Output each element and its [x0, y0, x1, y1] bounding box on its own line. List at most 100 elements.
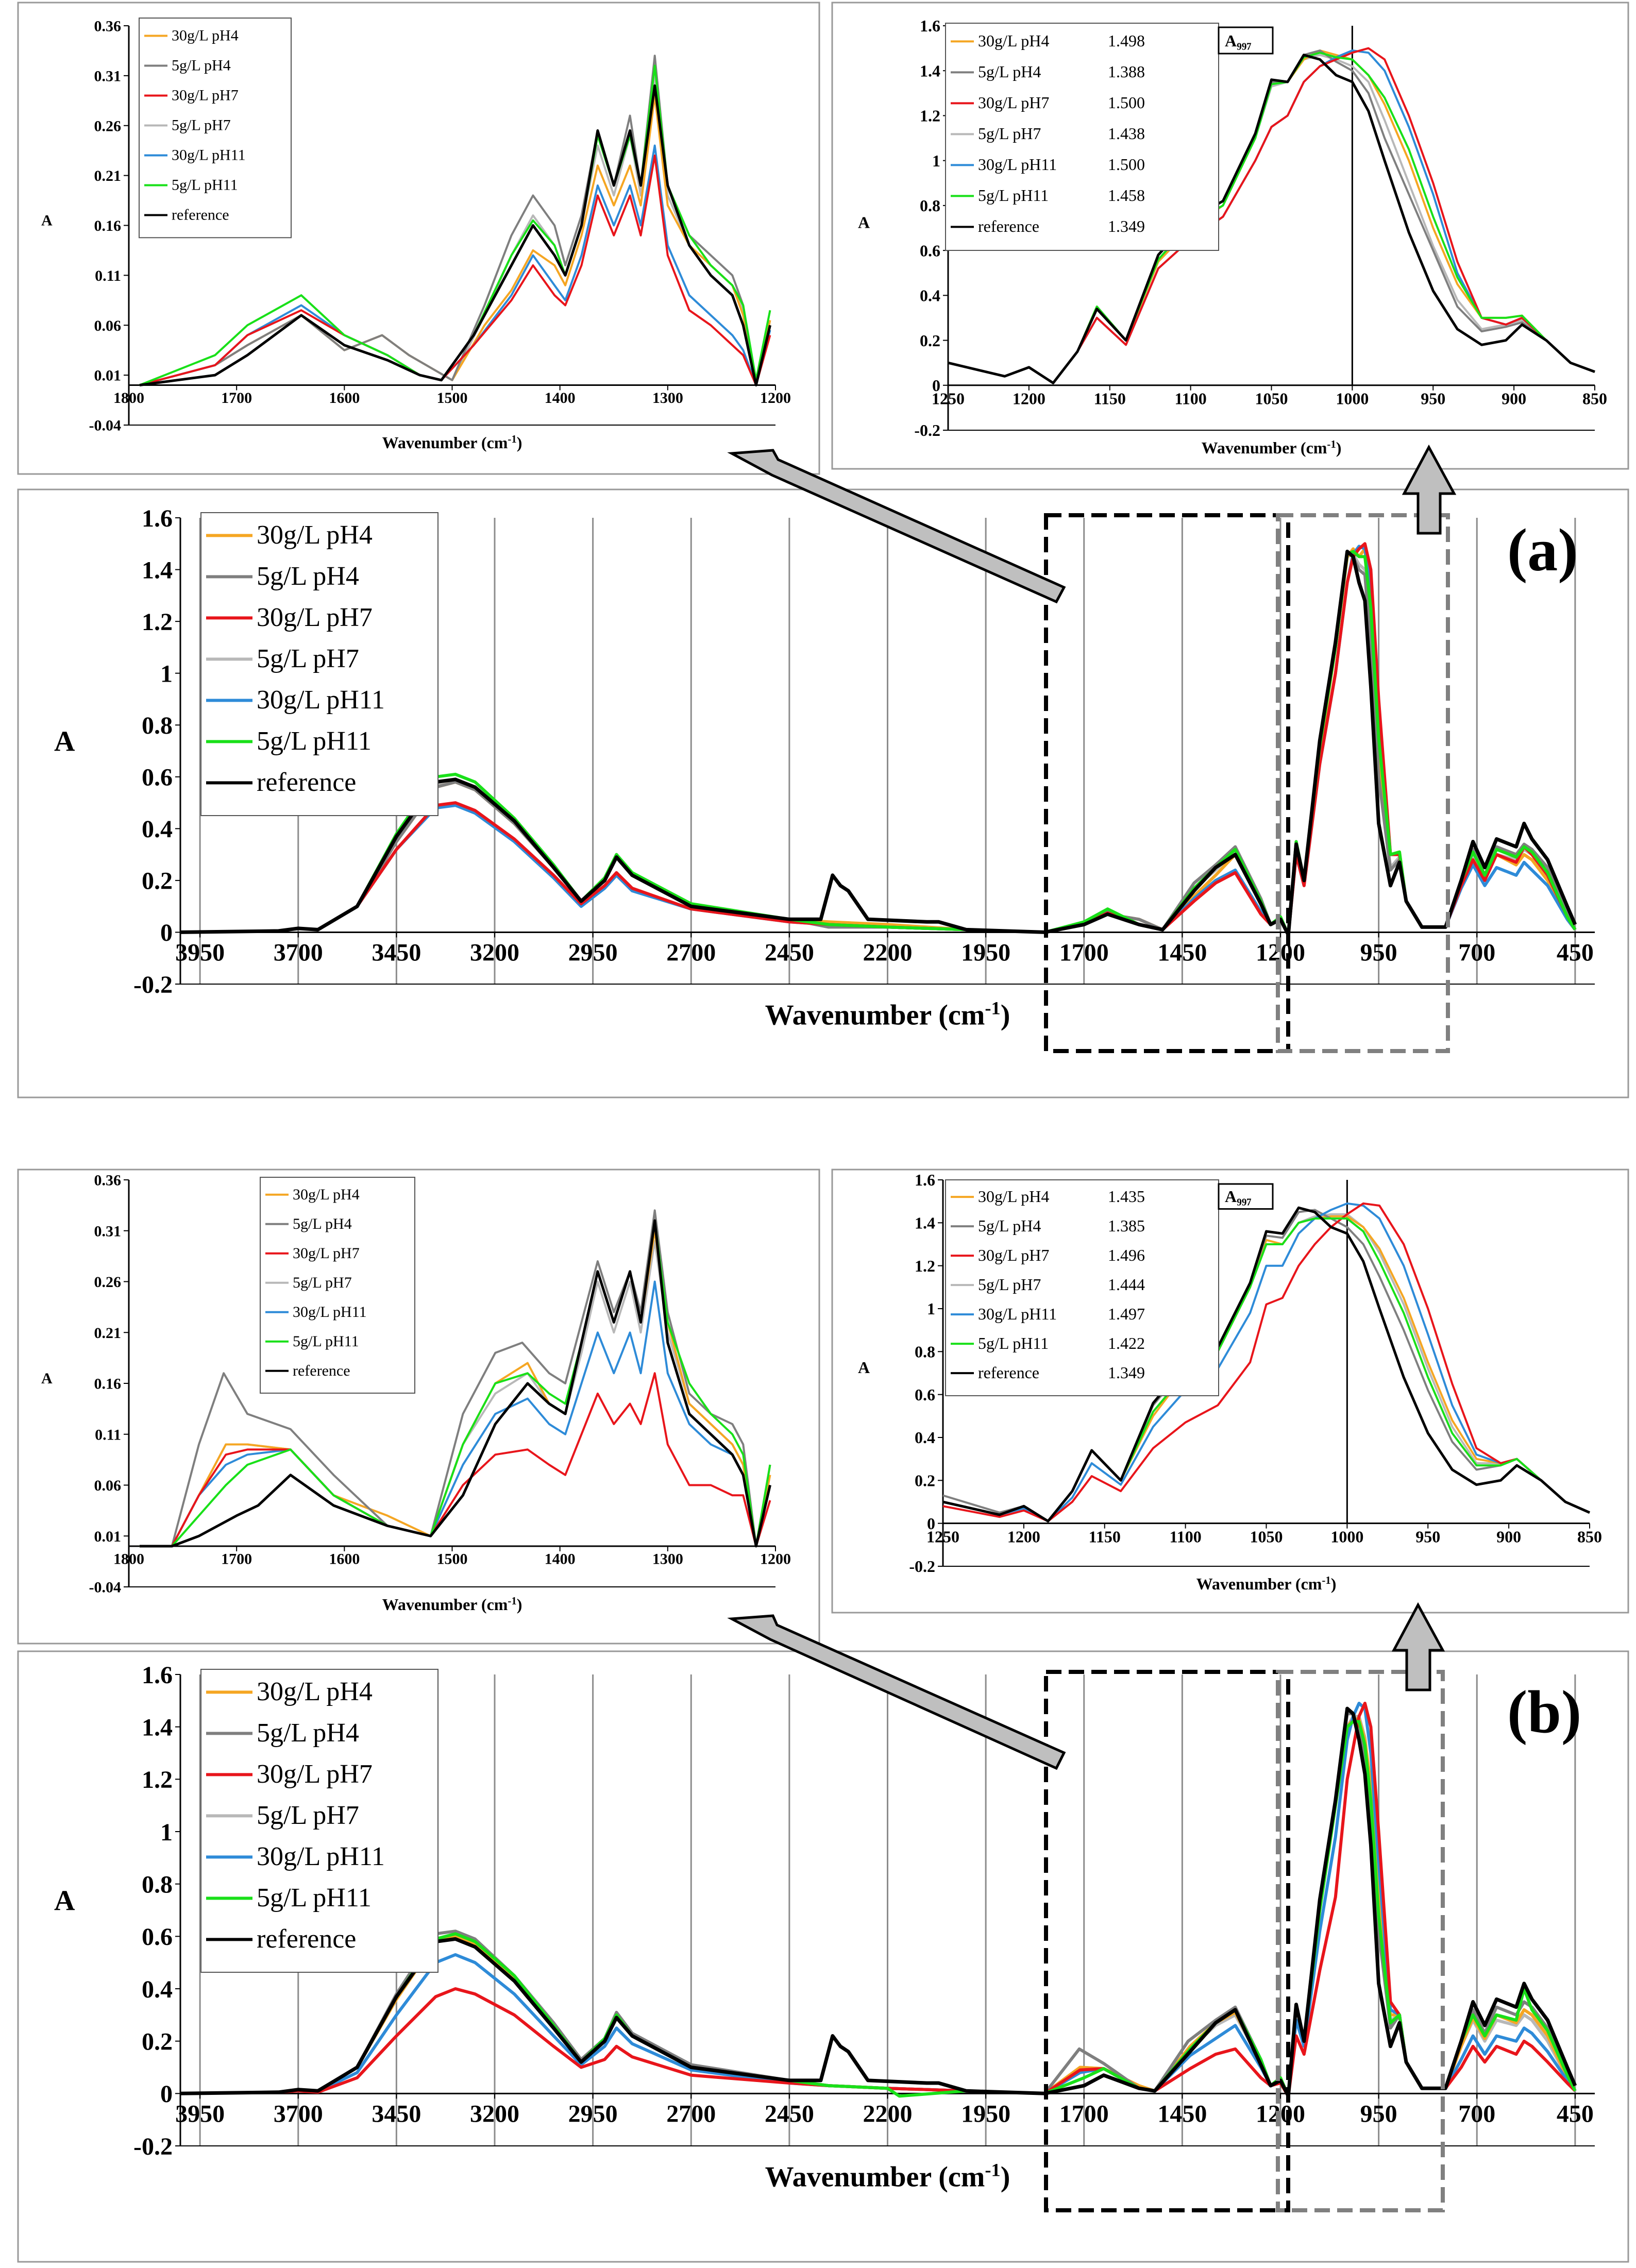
x-tick-label: 2700 [666, 939, 716, 967]
y-tick-label: 0.4 [142, 816, 173, 843]
legend-value: 1.385 [1108, 1216, 1145, 1235]
x-tick-label: 3950 [175, 2101, 225, 2128]
x-tick-label: 1400 [545, 390, 576, 407]
a-panel-label: (a) [1507, 516, 1578, 584]
y-tick-label: 1.6 [920, 16, 940, 35]
y-tick-label: 0.2 [142, 2028, 173, 2055]
b-inset-right-frame [831, 1169, 1629, 1614]
legend-label: reference [978, 217, 1039, 235]
x-tick-label: 2950 [568, 2101, 618, 2128]
x-tick-label: 1600 [329, 390, 360, 407]
x-tick-label: 850 [1582, 390, 1607, 408]
b-arrow-to-left-inset [727, 1614, 1066, 1770]
x-tick-label: 1000 [1330, 1527, 1363, 1546]
legend-value: 1.438 [1108, 124, 1145, 143]
legend-value: 1.435 [1108, 1187, 1145, 1206]
x-tick-label: 3700 [274, 2101, 323, 2128]
chart-b-inset-left: -0.04 0.01 0.06 0.11 0.16 0.21 0.26 0.31 0.36 180… [41, 1172, 791, 1614]
legend-value: 1.498 [1108, 31, 1145, 50]
y-tick-label: 1.6 [915, 1171, 935, 1189]
y-axis-title: A [858, 1358, 870, 1377]
x-tick-label: 2450 [765, 939, 814, 967]
legend-value: 1.496 [1108, 1246, 1145, 1264]
y-tick-label: 0.2 [915, 1471, 935, 1490]
x-tick-label: 450 [1557, 939, 1594, 967]
x-axis-title: Wavenumber (cm-1) [382, 433, 522, 452]
x-tick-label: 2450 [765, 2101, 814, 2128]
y-axis-title: A [858, 213, 870, 232]
legend-label: 5g/L pH7 [257, 1801, 359, 1830]
legend-value: 1.349 [1108, 1363, 1145, 1382]
y-tick-label: 1.2 [915, 1257, 935, 1275]
x-tick-label: 700 [1458, 939, 1495, 967]
legend-label: 5g/L pH11 [257, 726, 372, 756]
x-tick-label: 1450 [1157, 2101, 1207, 2128]
y-tick-label: 0.16 [94, 1376, 122, 1393]
legend-label: 5g/L pH4 [978, 1216, 1041, 1235]
y-tick-label: 0 [160, 919, 173, 946]
x-tick-label: 900 [1496, 1527, 1521, 1546]
y-tick-label: 0.8 [142, 1871, 173, 1898]
x-tick-label: 3200 [470, 2101, 519, 2128]
series-line [139, 1209, 771, 1547]
series-line [942, 1206, 1591, 1522]
y-tick-label: 0.01 [94, 1528, 122, 1545]
legend-label: 30g/L pH7 [257, 603, 373, 632]
y-tick-label: 0.26 [94, 1274, 122, 1291]
series-line [139, 1219, 771, 1548]
x-tick-label: 700 [1458, 2101, 1495, 2128]
x-tick-label: 1800 [113, 1551, 144, 1568]
x-tick-label: 1700 [1059, 2101, 1109, 2128]
legend-label: 30g/L pH7 [978, 93, 1049, 112]
series-line [139, 1280, 771, 1547]
x-tick-label: 450 [1557, 2101, 1594, 2128]
y-tick-label: 0 [927, 1514, 935, 1533]
x-tick-label: 1100 [1175, 390, 1207, 408]
series-line [942, 1202, 1590, 1522]
y-tick-label: 0.8 [142, 712, 173, 739]
chart-b-main: -0.2 0 0.2 0.4 0.6 0.8 1 1.2 1.4 1.6 3950 3700 3450 3… [54, 1662, 1595, 2193]
legend-header: A₉₉₇ [1225, 31, 1252, 50]
legend-label: 30g/L pH4 [257, 520, 373, 550]
legend-box [945, 23, 1219, 251]
x-tick-label: 950 [1360, 2101, 1397, 2128]
a-arrow-to-right-inset [1402, 444, 1457, 535]
y-tick-label: 1 [160, 1819, 173, 1846]
y-tick-label: -0.2 [909, 1557, 935, 1576]
x-tick-label: 1200 [1013, 390, 1045, 408]
x-tick-label: 1200 [1007, 1527, 1040, 1546]
legend-label: 5g/L pH11 [257, 1883, 372, 1912]
a-zoom-box-right [1276, 513, 1450, 1053]
series-line [180, 549, 1577, 937]
x-tick-label: 1050 [1250, 1527, 1283, 1546]
x-tick-label: 1200 [1256, 2101, 1305, 2128]
y-tick-label: 0.8 [920, 196, 940, 215]
legend-label: 5g/L pH7 [978, 124, 1041, 143]
x-tick-label: 900 [1502, 390, 1526, 408]
y-tick-label: 0.2 [920, 331, 940, 350]
y-axis-title: A [54, 726, 75, 758]
y-tick-label: 0.6 [142, 1923, 173, 1951]
x-tick-label: 1600 [329, 1551, 360, 1568]
y-tick-label: 0.01 [94, 367, 122, 384]
y-tick-label: 1 [932, 151, 940, 170]
legend-label: 30g/L pH7 [172, 87, 239, 104]
x-axis-title: Wavenumber (cm-1) [382, 1595, 522, 1614]
series-line [139, 84, 771, 386]
legend-label: 5g/L pH4 [257, 1718, 359, 1748]
x-tick-label: 1450 [1157, 939, 1207, 967]
a-inset-right-frame [831, 2, 1629, 470]
x-tick-label: 1250 [932, 390, 965, 408]
x-axis-title: Wavenumber (cm-1) [765, 997, 1010, 1031]
y-tick-label: 0.8 [915, 1343, 935, 1361]
y-tick-label: 0.4 [915, 1428, 935, 1447]
x-tick-label: 1200 [760, 390, 791, 407]
x-tick-label: 1150 [1089, 1527, 1121, 1546]
legend-label: 5g/L pH7 [978, 1275, 1041, 1294]
x-tick-label: 1100 [1170, 1527, 1202, 1546]
legend-label: reference [257, 1924, 356, 1954]
legend-label: 5g/L pH11 [293, 1333, 359, 1350]
y-tick-label: 0.16 [94, 217, 122, 234]
legend-label: 30g/L pH7 [978, 1246, 1049, 1264]
x-tick-label: 1400 [545, 1551, 576, 1568]
